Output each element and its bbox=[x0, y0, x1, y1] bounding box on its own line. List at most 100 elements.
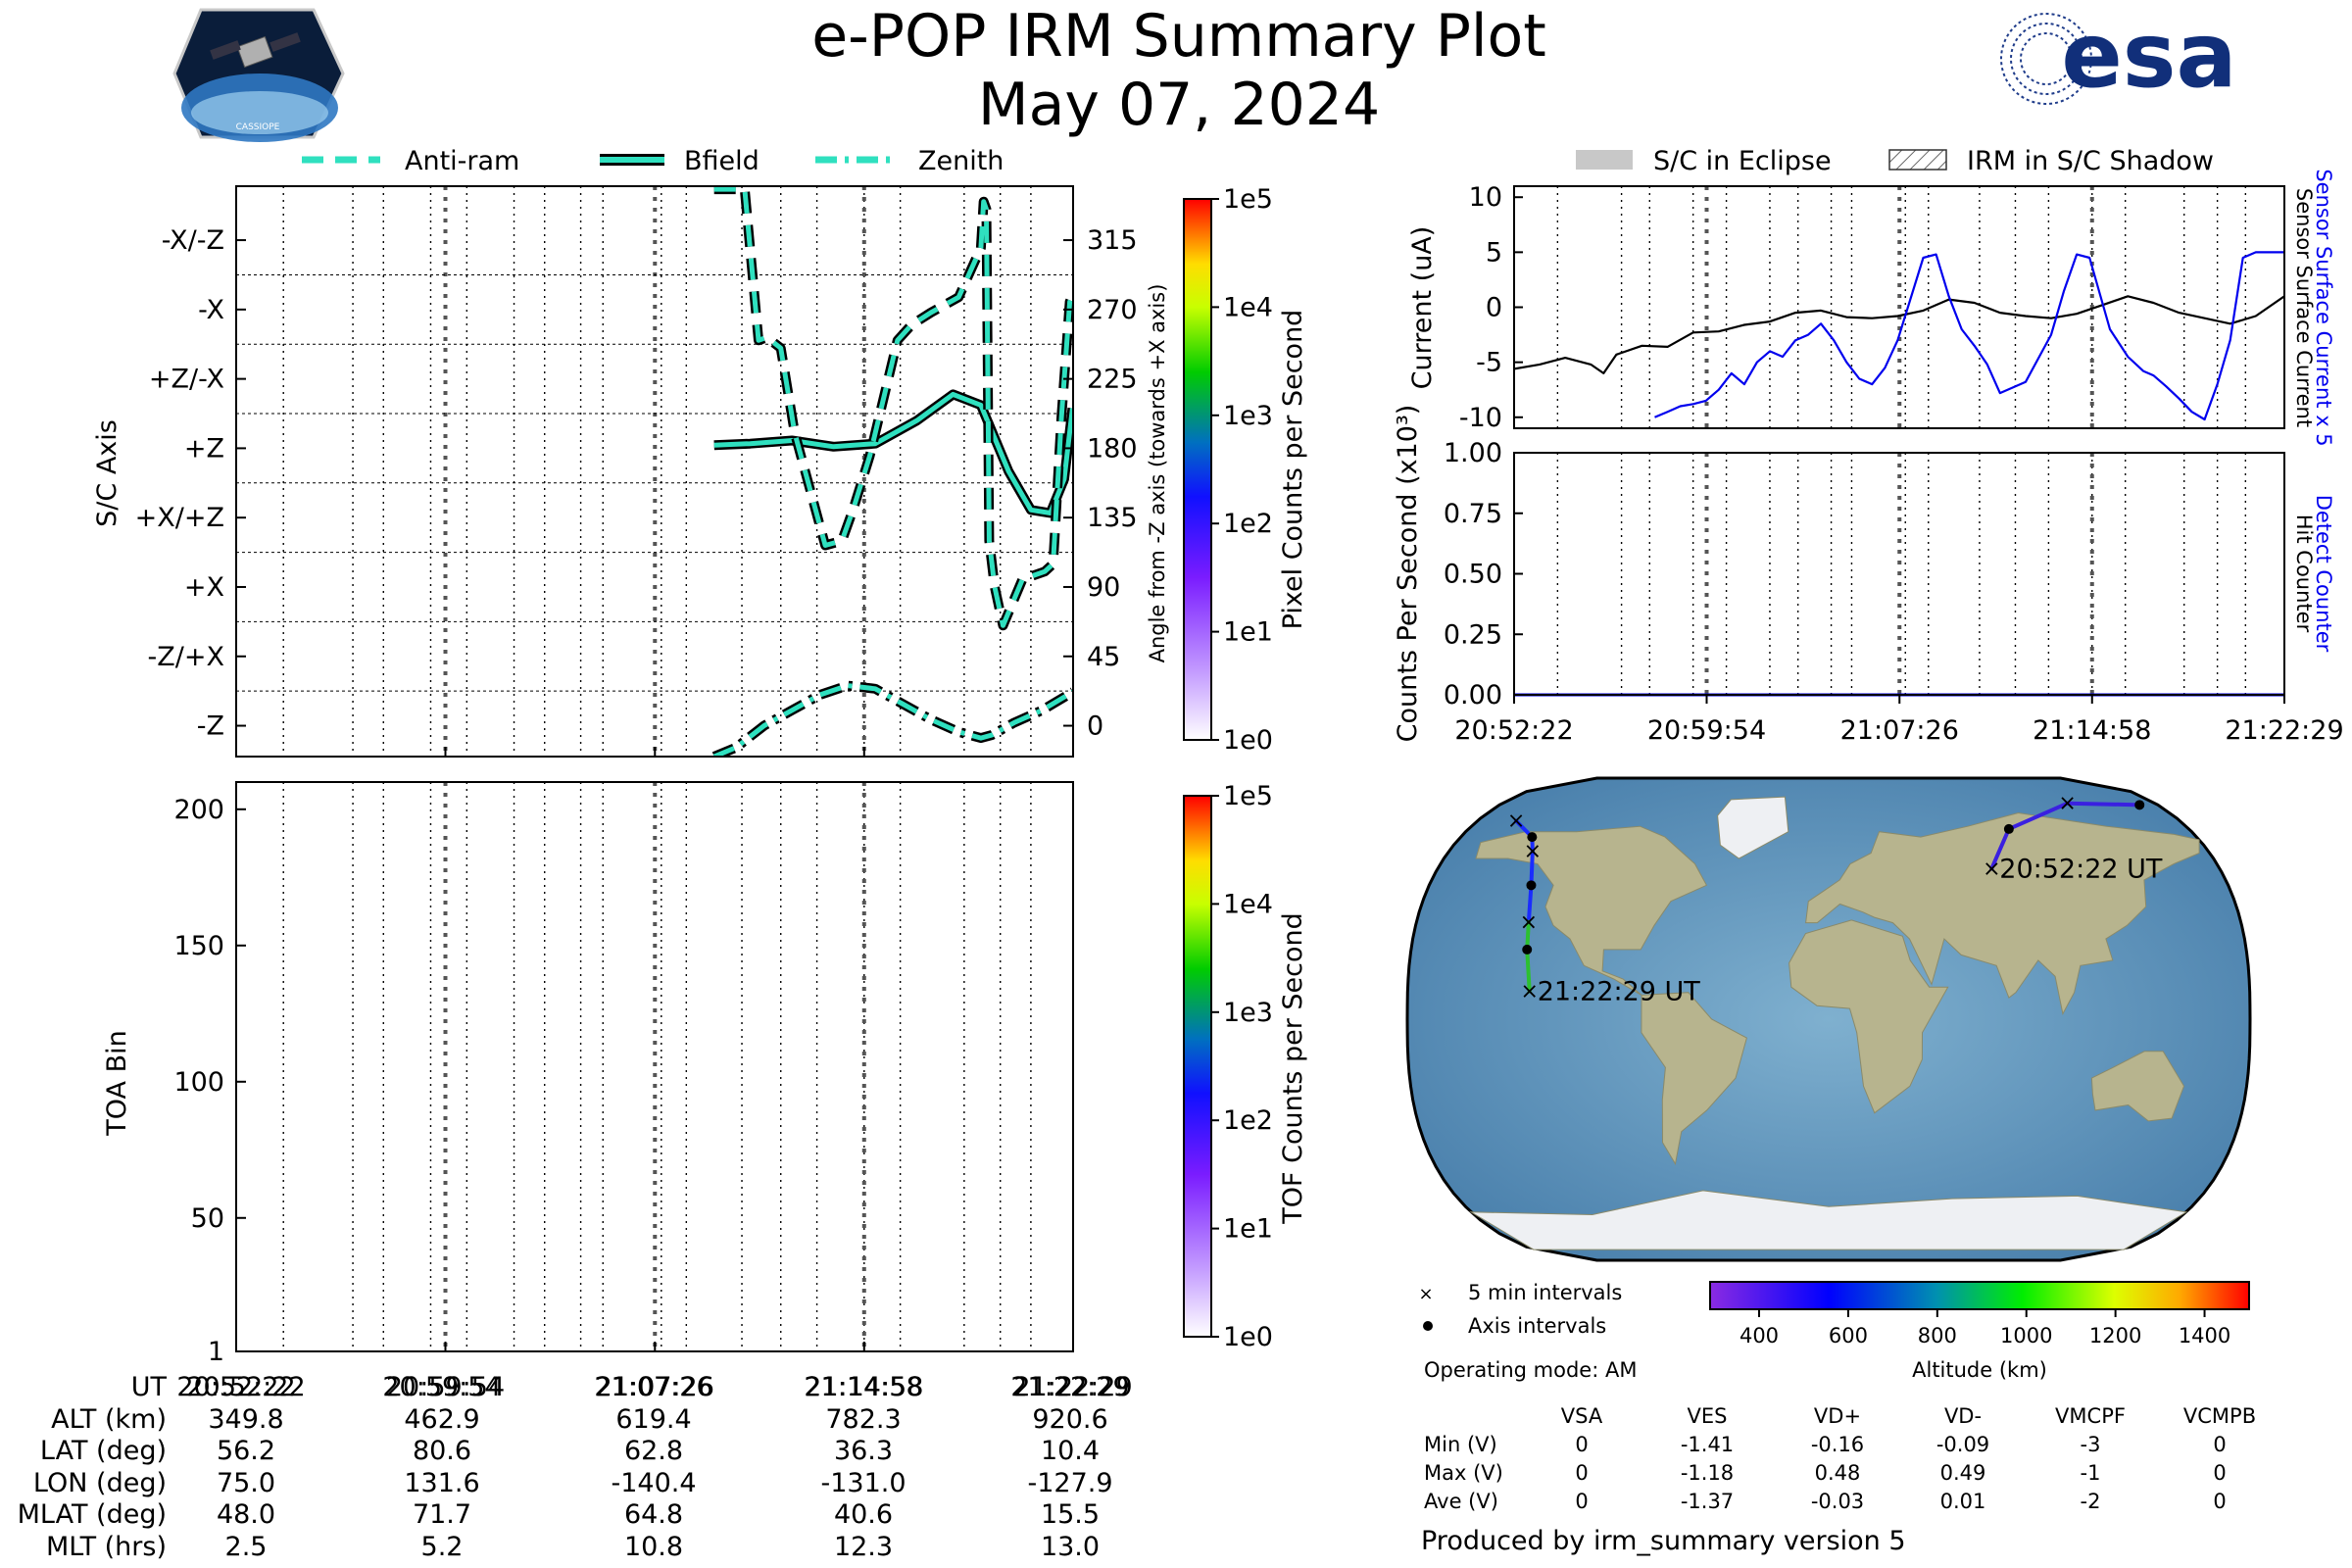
voltage-value: -3 bbox=[2081, 1433, 2101, 1456]
counts-time-label: 21:22:29 bbox=[2225, 715, 2343, 746]
ephem-value: 12.3 bbox=[834, 1532, 893, 1562]
cassiope-logo: CASSIOPE bbox=[172, 8, 345, 142]
land-south-america bbox=[1641, 992, 1747, 1165]
ephem-value: 20:59:54 bbox=[382, 1372, 501, 1402]
altitude-tick-label: 1400 bbox=[2179, 1324, 2230, 1348]
counts-tick-label: 0.75 bbox=[1444, 499, 1502, 529]
ephem-row-label: ALT (km) bbox=[51, 1404, 167, 1435]
altitude-tick-label: 400 bbox=[1740, 1324, 1779, 1348]
axis-marker bbox=[1522, 944, 1533, 955]
colorbar-tick-label: 1e2 bbox=[1223, 1105, 1273, 1136]
altitude-tick-label: 800 bbox=[1918, 1324, 1957, 1348]
ephem-row-label: MLAT (deg) bbox=[18, 1499, 167, 1530]
ephem-value: 21:22:29 bbox=[1010, 1372, 1129, 1402]
ground-track-segment bbox=[1525, 947, 1532, 994]
ephem-value: 15.5 bbox=[1041, 1499, 1100, 1530]
colorbar-tick-label: 1e4 bbox=[1223, 889, 1273, 919]
ephem-value: 782.3 bbox=[825, 1404, 901, 1435]
sc-axis-panel: -X/-Z -X +Z/-X +Z +X/+Z +X -Z/+X -Z 315 270 225 180… bbox=[92, 185, 1169, 758]
ephem-value: 80.6 bbox=[413, 1436, 471, 1466]
toa-tick-label: 100 bbox=[173, 1067, 224, 1098]
current-right-label-black: Sensor Surface Current bbox=[2292, 188, 2316, 427]
track-end-label: 21:22:29 UT bbox=[1538, 977, 1701, 1007]
sc-axis-tick-label: +Z bbox=[184, 433, 224, 464]
pixel-colorbar: 1e5 1e4 1e3 1e2 1e1 1e0 Pixel Counts per Seco… bbox=[1183, 184, 1308, 756]
ephem-value: 71.7 bbox=[413, 1499, 471, 1530]
counts-time-label: 20:52:22 bbox=[1454, 715, 1573, 746]
ground-track-segment bbox=[2006, 801, 2070, 831]
sc-axis-tick-label: -Z bbox=[197, 711, 224, 742]
sc-axis-tick-label: +X/+Z bbox=[135, 503, 224, 533]
voltage-value: 0.49 bbox=[1940, 1461, 1986, 1485]
voltage-value: 0 bbox=[2213, 1433, 2226, 1456]
voltage-row-label: Ave (V) bbox=[1424, 1490, 1498, 1513]
altitude-colorbar: 400 600 800 1000 1200 1400 Altitude (km) bbox=[1709, 1281, 2250, 1382]
ephem-row-label: LAT (deg) bbox=[40, 1436, 167, 1466]
axis-marker bbox=[2134, 800, 2145, 810]
counts-tick-label: 0.50 bbox=[1444, 560, 1502, 590]
voltage-value: 0 bbox=[2213, 1461, 2226, 1485]
voltage-header: VES bbox=[1688, 1404, 1728, 1428]
series-anti-ram bbox=[713, 186, 1073, 628]
toa-tick-label: 150 bbox=[173, 931, 224, 961]
current-series bbox=[1654, 251, 2284, 421]
colorbar-tick-label: 1e0 bbox=[1223, 725, 1273, 756]
voltage-value: -1 bbox=[2081, 1461, 2101, 1485]
ephem-value: 920.6 bbox=[1032, 1404, 1107, 1435]
ground-track-segment bbox=[2065, 801, 2142, 808]
colorbar-tick-label: 1e3 bbox=[1223, 998, 1273, 1028]
ephem-row-label: LON (deg) bbox=[33, 1468, 167, 1498]
sc-angle-tick-label: 135 bbox=[1087, 503, 1138, 533]
current-tick-label: 10 bbox=[1469, 182, 1502, 213]
five-min-marker: × bbox=[1520, 980, 1538, 1004]
toa-time-label: 21:14:58 bbox=[805, 1372, 923, 1402]
current-tick-label: -10 bbox=[1459, 403, 1502, 433]
sc-angle-tick-label: 45 bbox=[1087, 642, 1120, 672]
sc-axis-tick-label: -X bbox=[198, 295, 224, 325]
counts-time-label: 21:07:26 bbox=[1840, 715, 1959, 746]
voltage-header: VSA bbox=[1561, 1404, 1603, 1428]
altitude-tick-label: 600 bbox=[1829, 1324, 1868, 1348]
ephem-value: 619.4 bbox=[615, 1404, 691, 1435]
series-zenith bbox=[712, 683, 1073, 757]
map-legend: × 5 min intervals Axis intervals Operati… bbox=[1418, 1281, 1637, 1382]
toa-time-label: 20:59:54 bbox=[386, 1372, 505, 1402]
counts-tick-label: 0.00 bbox=[1444, 680, 1502, 710]
land-antarctica bbox=[1469, 1190, 2188, 1250]
five-min-marker: × bbox=[1524, 839, 1542, 863]
ephem-value: 5.2 bbox=[421, 1532, 464, 1562]
voltage-value: -0.03 bbox=[1811, 1490, 1864, 1513]
voltage-header: VD+ bbox=[1814, 1404, 1861, 1428]
colorbar-tick-label: 1e1 bbox=[1223, 1214, 1273, 1245]
colorbar-tick-label: 1e2 bbox=[1223, 509, 1273, 539]
sc-angle-tick-label: 0 bbox=[1087, 711, 1103, 742]
altitude-tick-label: 1000 bbox=[2000, 1324, 2052, 1348]
land-greenland bbox=[1717, 796, 1789, 859]
voltage-value: -0.16 bbox=[1811, 1433, 1864, 1456]
five-min-marker: × bbox=[1520, 910, 1538, 935]
tof-colorbar-label: TOF Counts per Second bbox=[1278, 912, 1308, 1225]
ephem-value: 10.8 bbox=[624, 1532, 683, 1562]
legend-five-min: 5 min intervals bbox=[1468, 1281, 1622, 1304]
voltage-value: 0.01 bbox=[1940, 1490, 1986, 1513]
ephem-value: 64.8 bbox=[624, 1499, 683, 1530]
ephem-value: 21:07:26 bbox=[594, 1372, 712, 1402]
ground-track-segment bbox=[1529, 849, 1535, 888]
legend-axis-marker bbox=[1423, 1321, 1433, 1331]
ephem-row-label: MLT (hrs) bbox=[46, 1532, 167, 1562]
voltage-header: VMCPF bbox=[2055, 1404, 2126, 1428]
sc-axis-tick-label: -Z/+X bbox=[148, 642, 224, 672]
ephem-value: 13.0 bbox=[1041, 1532, 1100, 1562]
current-series bbox=[1514, 295, 2284, 374]
five-min-marker: × bbox=[2058, 792, 2076, 816]
counts-panel: 1.00 0.75 0.50 0.25 0.00 20:52:22 20:59:54 21:0… bbox=[1393, 405, 2344, 746]
page-date: May 07, 2024 bbox=[978, 71, 1380, 139]
pixel-colorbar-label: Pixel Counts per Second bbox=[1278, 310, 1308, 630]
voltage-value: -1.41 bbox=[1681, 1433, 1734, 1456]
sc-axis-right-label: Angle from -Z axis (towards +X axis) bbox=[1146, 284, 1169, 663]
counts-right-label-black: Hit Counter bbox=[2292, 514, 2316, 633]
colorbar-tick-label: 1e4 bbox=[1223, 292, 1273, 322]
legend-bfield: Bfield bbox=[684, 146, 760, 176]
